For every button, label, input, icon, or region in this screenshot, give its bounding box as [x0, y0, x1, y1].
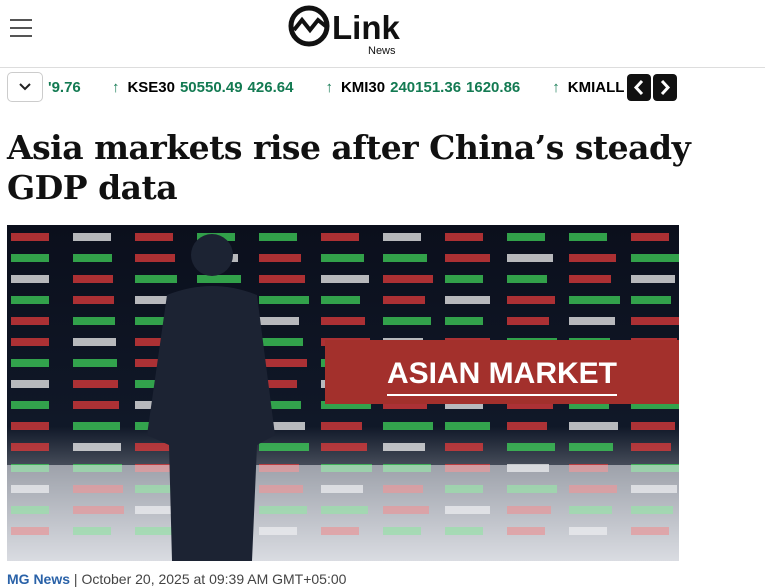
ticker-symbol: KMIALL [567, 79, 625, 96]
ticker-track: '9.76 ↑ KSE30 50550.49 426.64 ↑ KMI30 240151.3… [48, 72, 628, 104]
ticker-arrow: ↑ [325, 79, 333, 96]
ticker-arrow: ↑ [111, 79, 120, 96]
ticker-item[interactable]: ↑ KMIALL [552, 79, 628, 96]
logo-text: Link [332, 9, 400, 46]
ticker-price: 50550.49 [179, 79, 243, 96]
ticker-value: '9.76 [48, 79, 81, 96]
banner-text: ASIAN MARKET [387, 357, 617, 390]
ticker-next[interactable] [653, 74, 677, 101]
logo-icon-line [292, 16, 330, 34]
date: October 20, 2025 at 09:39 AM GMT+05:00 [81, 571, 347, 587]
ticker-symbol: KMI30 [340, 79, 386, 96]
ticker-item[interactable]: ↑ KMI30 240151.36 1620.86 [325, 79, 525, 96]
person [147, 234, 275, 561]
ticker: '9.76 ↑ KSE30 50550.49 426.64 ↑ KMI30 240151.3… [0, 72, 680, 104]
headline: Asia markets rise after China’s steady G… [7, 128, 691, 207]
ticker-change: 426.64 [247, 79, 294, 96]
source[interactable]: MG News [7, 571, 71, 587]
ticker-dropdown[interactable] [7, 72, 43, 102]
logo[interactable]: Link News [288, 4, 408, 60]
ticker-item[interactable]: ↑ KSE30 50550.49 426.64 [112, 79, 299, 96]
ticker-symbol: KSE30 [127, 79, 175, 96]
separator: | [73, 571, 78, 587]
ticker-price: 240151.36 [390, 79, 462, 96]
menu-button[interactable] [10, 19, 32, 43]
header: Link News [0, 0, 765, 68]
byline: MG News | October 20, 2025 at 09:39 AM G… [7, 571, 346, 587]
ticker-change: 1620.86 [466, 79, 521, 96]
hero-image: ASIAN MARKET [7, 225, 679, 561]
ticker-prev[interactable] [627, 74, 651, 101]
ticker-arrow: ↑ [552, 79, 560, 96]
banner [325, 340, 679, 404]
logo-subtext: News [368, 45, 396, 57]
